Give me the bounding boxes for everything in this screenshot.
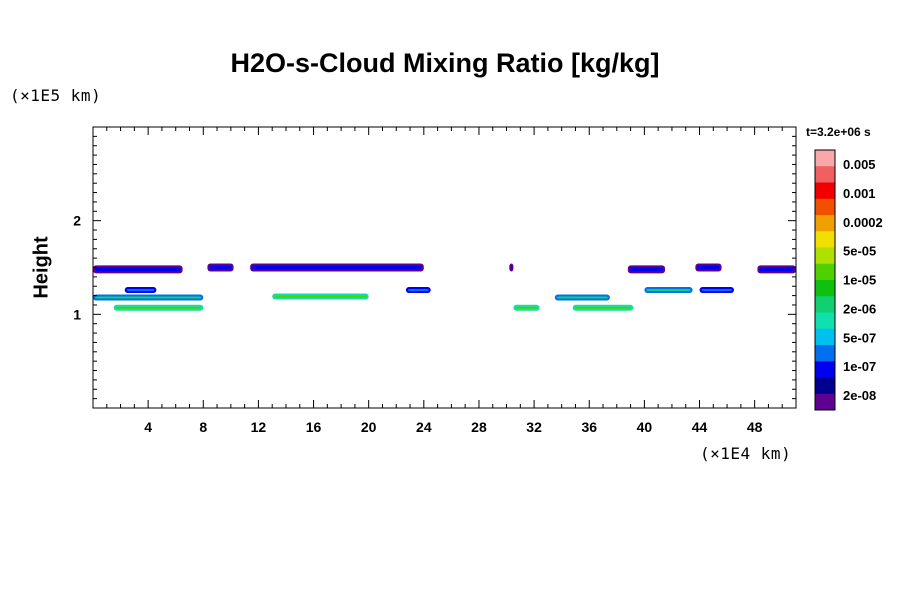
x-tick-label: 4 [144, 419, 152, 435]
colorbar-swatch [815, 198, 835, 216]
colorbar-label: 2e-08 [843, 388, 876, 403]
cloud-feature [701, 288, 732, 291]
x-tick-label: 28 [471, 419, 487, 435]
colorbar-label: 0.001 [843, 186, 876, 201]
colorbar-swatch [815, 345, 835, 362]
cloud-features-layer [93, 263, 796, 311]
y-tick-label: 2 [73, 213, 81, 229]
colorbar-swatch [815, 280, 835, 297]
y-axis-ticks: 12 [73, 135, 796, 400]
colorbar-swatch [815, 328, 835, 346]
colorbar-label: 1e-05 [843, 273, 876, 288]
cloud-feature [115, 306, 202, 309]
cloud-feature [646, 288, 691, 291]
cloud-feature [697, 265, 720, 270]
colorbar-swatch [815, 166, 835, 183]
y-tick-label: 1 [73, 306, 81, 322]
cloud-feature [515, 306, 538, 309]
colorbar-label: 5e-07 [843, 330, 876, 345]
colorbar-label: 0.005 [843, 157, 876, 172]
colorbar-swatch [815, 263, 835, 281]
x-tick-label: 36 [581, 419, 597, 435]
colorbar-swatch [815, 247, 835, 265]
cloud-feature [556, 296, 608, 299]
time-label: t=3.2e+06 s [806, 125, 871, 139]
x-tick-label: 8 [199, 419, 207, 435]
cloud-feature [574, 306, 632, 309]
y-axis-unit-label: (×1E5 km) [10, 86, 102, 105]
colorbar-swatch [815, 393, 835, 411]
cloud-feature [95, 267, 181, 272]
cloud-feature [759, 267, 794, 272]
cloud-feature [407, 288, 429, 291]
x-axis-unit-label: (×1E4 km) [700, 444, 792, 463]
cloud-feature [629, 267, 664, 272]
colorbar-swatch [815, 150, 835, 167]
x-tick-label: 48 [747, 419, 763, 435]
colorbar-swatch [815, 296, 835, 313]
cloud-feature [95, 296, 202, 299]
cloud-feature [209, 265, 232, 270]
x-tick-label: 44 [692, 419, 708, 435]
colorbar-swatch [815, 312, 835, 330]
x-tick-label: 16 [306, 419, 322, 435]
colorbar-label: 5e-05 [843, 244, 876, 259]
cloud-feature [252, 265, 422, 270]
cloud-feature [274, 295, 367, 298]
plot-frame [92, 126, 797, 409]
x-tick-label: 12 [251, 419, 267, 435]
colorbar-swatch [815, 182, 835, 200]
x-tick-label: 24 [416, 419, 432, 435]
chart-title: H2O-s-Cloud Mixing Ratio [kg/kg] [230, 48, 660, 78]
colorbar: 0.005 0.001 0.0002 5e-05 1e-05 2e-06 5e-07 1e-0… [814, 149, 883, 411]
colorbar-label: 2e-06 [843, 301, 876, 316]
x-tick-label: 20 [361, 419, 377, 435]
colorbar-label: 1e-07 [843, 359, 876, 374]
colorbar-label: 0.0002 [843, 215, 883, 230]
cloud-feature [511, 265, 513, 270]
colorbar-swatch [815, 361, 835, 378]
colorbar-frame [814, 149, 836, 411]
colorbar-swatch [815, 231, 835, 248]
x-axis-ticks: 4 8 12 16 20 24 28 32 36 40 44 48 [106, 127, 783, 435]
cloud-feature [126, 288, 155, 291]
colorbar-swatch [815, 377, 835, 395]
x-tick-label: 40 [637, 419, 653, 435]
x-tick-label: 32 [526, 419, 542, 435]
colorbar-swatch [815, 215, 835, 232]
